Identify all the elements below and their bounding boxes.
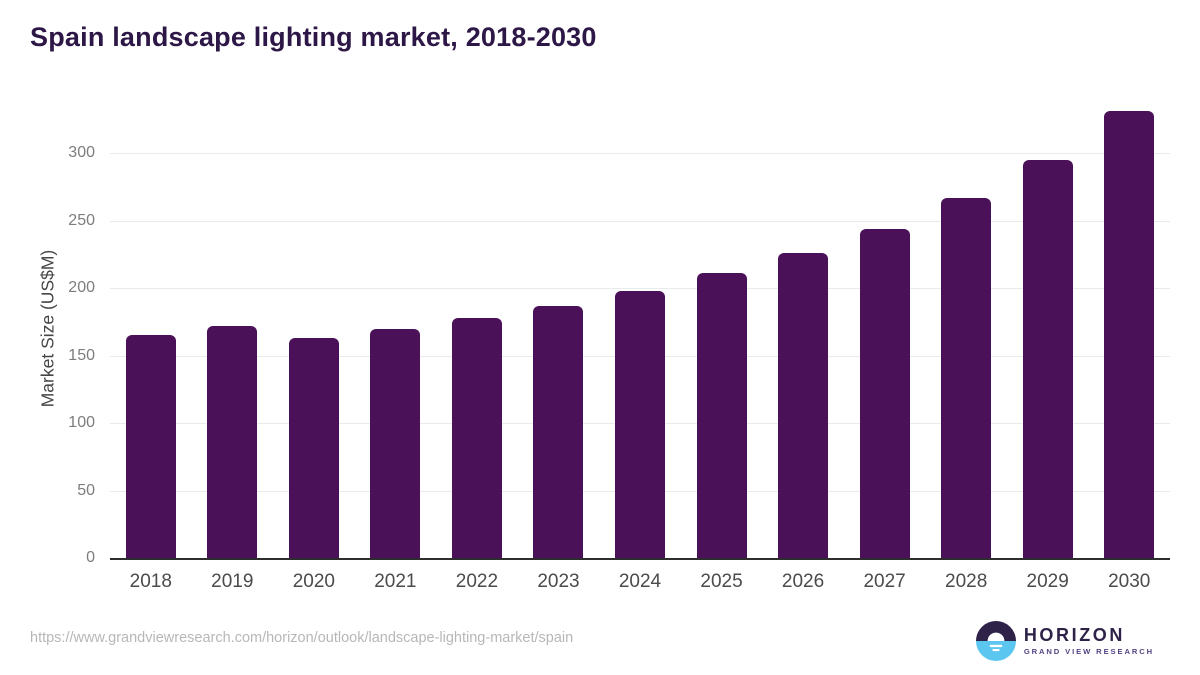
bar-2019 <box>207 325 258 558</box>
bar-2026 <box>778 252 829 558</box>
y-tick-label-300: 300 <box>68 144 95 161</box>
bar-2028 <box>941 197 992 558</box>
x-tick-label-2029: 2029 <box>1026 571 1069 592</box>
bar-2025 <box>696 273 747 558</box>
gridline-200 <box>110 288 1170 289</box>
bar-2030 <box>1104 111 1155 558</box>
x-tick-label-2020: 2020 <box>292 571 335 592</box>
x-tick-label-2028: 2028 <box>945 571 988 592</box>
logo-subbrand: GRAND VIEW RESEARCH <box>1023 646 1154 656</box>
y-tick-label-200: 200 <box>68 279 95 296</box>
bar-2029 <box>1022 159 1073 558</box>
plot-area: 0 50 100 150 200 250 300 2018 2019 2020 2021 2022 20… <box>68 99 1170 592</box>
logo-brand: HORIZON <box>1023 625 1126 646</box>
x-tick-label-2024: 2024 <box>618 571 662 592</box>
x-tick-label-2023: 2023 <box>537 571 580 592</box>
y-tick-label-0: 0 <box>86 549 95 566</box>
horizon-sun-icon <box>975 621 1016 661</box>
bar-2022 <box>451 317 502 558</box>
x-tick-label-2019: 2019 <box>211 571 254 592</box>
bar-2023 <box>533 305 584 558</box>
x-tick-label-2018: 2018 <box>129 571 172 592</box>
bar-2020 <box>288 337 339 558</box>
x-tick-label-2030: 2030 <box>1108 571 1151 592</box>
bar-2018 <box>125 335 176 558</box>
x-tick-label-2025: 2025 <box>700 571 743 592</box>
bar-2024 <box>615 290 665 558</box>
x-tick-label-2022: 2022 <box>455 571 499 592</box>
gridline-250 <box>110 220 1170 222</box>
bar-2021 <box>370 328 421 558</box>
bar-2027 <box>859 228 910 558</box>
x-tick-label-2026: 2026 <box>781 571 825 592</box>
y-tick-label-250: 250 <box>68 211 95 229</box>
gridline-300 <box>110 153 1170 154</box>
source-url: https://www.grandviewresearch.com/horizo… <box>30 630 574 646</box>
x-tick-label-2027: 2027 <box>863 571 906 592</box>
y-tick-label-50: 50 <box>77 481 95 499</box>
horizon-logo: HORIZON GRAND VIEW RESEARCH <box>975 621 1154 661</box>
y-axis-title: Market Size (US$M) <box>37 249 58 408</box>
y-tick-label-150: 150 <box>68 346 95 364</box>
y-tick-label-100: 100 <box>68 414 95 431</box>
chart-title: Spain landscape lighting market, 2018-20… <box>30 22 597 52</box>
x-tick-label-2021: 2021 <box>374 571 417 592</box>
horizon-logo-text: HORIZON GRAND VIEW RESEARCH <box>1024 626 1154 656</box>
